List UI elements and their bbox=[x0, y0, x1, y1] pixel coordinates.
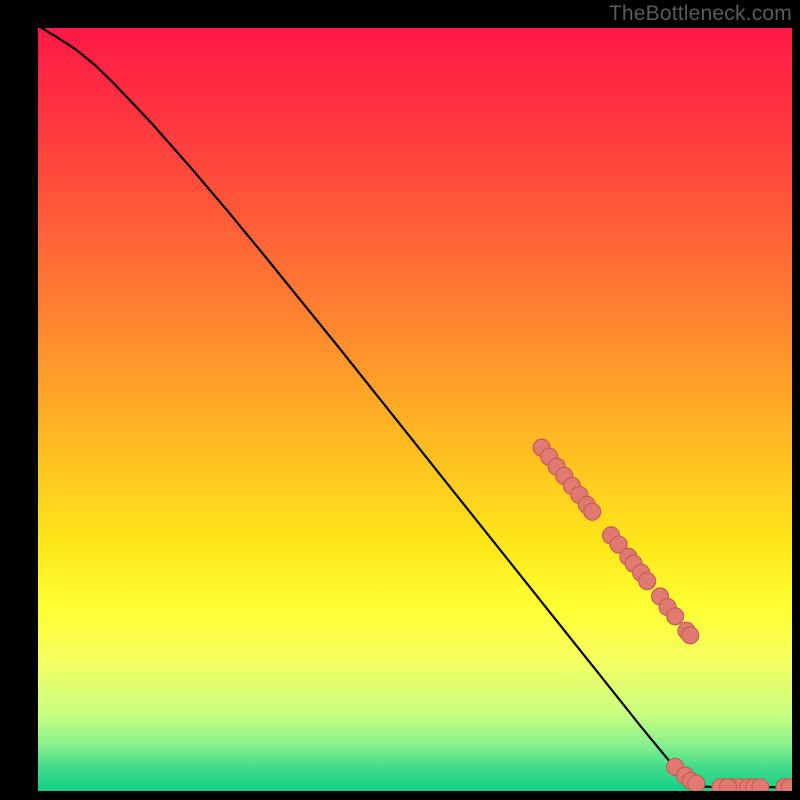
scatter-markers bbox=[38, 28, 792, 791]
watermark-text: TheBottleneck.com bbox=[609, 2, 792, 26]
plot-area bbox=[38, 28, 792, 791]
chart-container: TheBottleneck.com bbox=[0, 0, 800, 800]
